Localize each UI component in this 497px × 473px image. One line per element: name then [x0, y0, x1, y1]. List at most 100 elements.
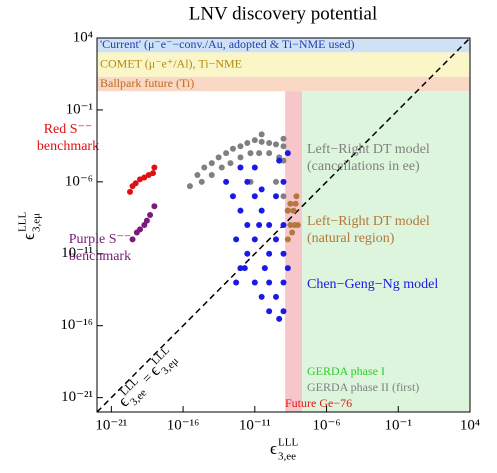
- point: [151, 203, 158, 210]
- point: [266, 308, 273, 315]
- series-label-text: Chen−Geng−Ng model: [307, 277, 438, 292]
- point: [272, 293, 279, 300]
- point: [280, 135, 287, 142]
- series-label-text: Left−Right DT model: [307, 142, 430, 157]
- point: [284, 150, 291, 157]
- point: [229, 145, 236, 152]
- point: [287, 200, 294, 207]
- point: [151, 164, 158, 171]
- series-label-text: Purple S⁻⁻: [69, 232, 132, 247]
- point: [251, 193, 258, 200]
- point: [258, 207, 265, 214]
- region: [97, 52, 470, 77]
- point: [244, 178, 251, 185]
- y-tick-label: 10⁴: [73, 29, 93, 45]
- point: [290, 207, 297, 214]
- point: [227, 160, 234, 167]
- point: [201, 164, 208, 171]
- point: [251, 164, 258, 171]
- point: [258, 293, 265, 300]
- point: [208, 171, 215, 178]
- point: [266, 150, 273, 157]
- point: [258, 186, 265, 193]
- point: [284, 236, 291, 243]
- point: [127, 188, 134, 195]
- point: [266, 279, 273, 286]
- region-label: Future Ge−76: [285, 396, 352, 410]
- point: [129, 236, 136, 243]
- region: [97, 38, 470, 53]
- x-tick-label: 10⁴: [460, 417, 480, 433]
- region: [97, 76, 470, 92]
- point: [280, 308, 287, 315]
- point: [237, 154, 244, 161]
- region: [285, 91, 303, 413]
- point: [276, 315, 283, 322]
- x-tick-label: 10⁻¹⁶: [167, 417, 200, 433]
- point: [287, 222, 294, 228]
- point: [261, 265, 268, 272]
- region: [302, 91, 470, 413]
- point: [149, 170, 156, 177]
- point: [132, 180, 139, 187]
- point: [280, 250, 287, 257]
- superscript: LLL: [278, 437, 298, 449]
- superscript: LLL: [17, 212, 29, 232]
- point: [244, 250, 251, 257]
- series-label: Red S⁻⁻ benchmark: [37, 122, 99, 154]
- point: [237, 207, 244, 214]
- region-label: GERDA phase I: [307, 364, 385, 378]
- point: [280, 222, 287, 228]
- series-label: Left−Right DT model (natural region): [307, 214, 430, 246]
- y-tick-label: 10⁻⁶: [65, 173, 93, 189]
- point: [272, 141, 279, 148]
- point: [198, 178, 205, 185]
- point: [266, 250, 273, 257]
- point: [266, 222, 273, 228]
- point: [266, 140, 273, 147]
- series-label-text: Red S⁻⁻: [44, 122, 93, 137]
- point: [251, 137, 258, 144]
- point: [147, 211, 154, 218]
- y-tick-label: 10⁻¹⁶: [60, 317, 93, 333]
- point: [233, 279, 240, 286]
- point: [237, 164, 244, 171]
- x-tick-label: 10⁻¹: [385, 417, 412, 433]
- point: [241, 265, 248, 272]
- x-axis-label: ϵ 3,ee LLL: [270, 437, 298, 463]
- point: [276, 157, 283, 164]
- x-tick-label: 10⁻⁶: [312, 417, 340, 433]
- point: [251, 279, 258, 286]
- point: [272, 178, 279, 185]
- point: [194, 171, 201, 178]
- point: [258, 138, 265, 145]
- point: [284, 207, 291, 214]
- point: [251, 236, 258, 243]
- point: [284, 265, 291, 272]
- region-label: 'Current' (μ⁻e⁻−conv./Au, adopted & Ti−N…: [100, 37, 355, 51]
- series-label-line: benchmark: [37, 139, 99, 154]
- point: [215, 154, 222, 161]
- series-label-line: (natural region): [307, 231, 395, 246]
- point: [280, 143, 287, 150]
- point: [237, 143, 244, 150]
- point: [244, 222, 251, 228]
- y-tick-label: 10⁻¹¹: [61, 245, 93, 261]
- x-tick-label: 10⁻²¹: [95, 417, 127, 433]
- point: [208, 160, 215, 167]
- x-tick-label: 10⁻¹¹: [239, 417, 271, 433]
- point: [289, 229, 296, 236]
- region-label: Ballpark future (Ti): [100, 76, 194, 90]
- point: [223, 150, 230, 157]
- y-tick-label: 10⁻²¹: [61, 389, 93, 405]
- point: [256, 150, 263, 157]
- point: [233, 236, 240, 243]
- series-label: Left−Right DT model (cancellations in ee): [307, 142, 430, 174]
- series-label-line: benchmark: [69, 249, 131, 264]
- plot-frame: [96, 37, 471, 413]
- point: [229, 193, 236, 200]
- y-tick-label: 10⁻¹: [66, 101, 93, 117]
